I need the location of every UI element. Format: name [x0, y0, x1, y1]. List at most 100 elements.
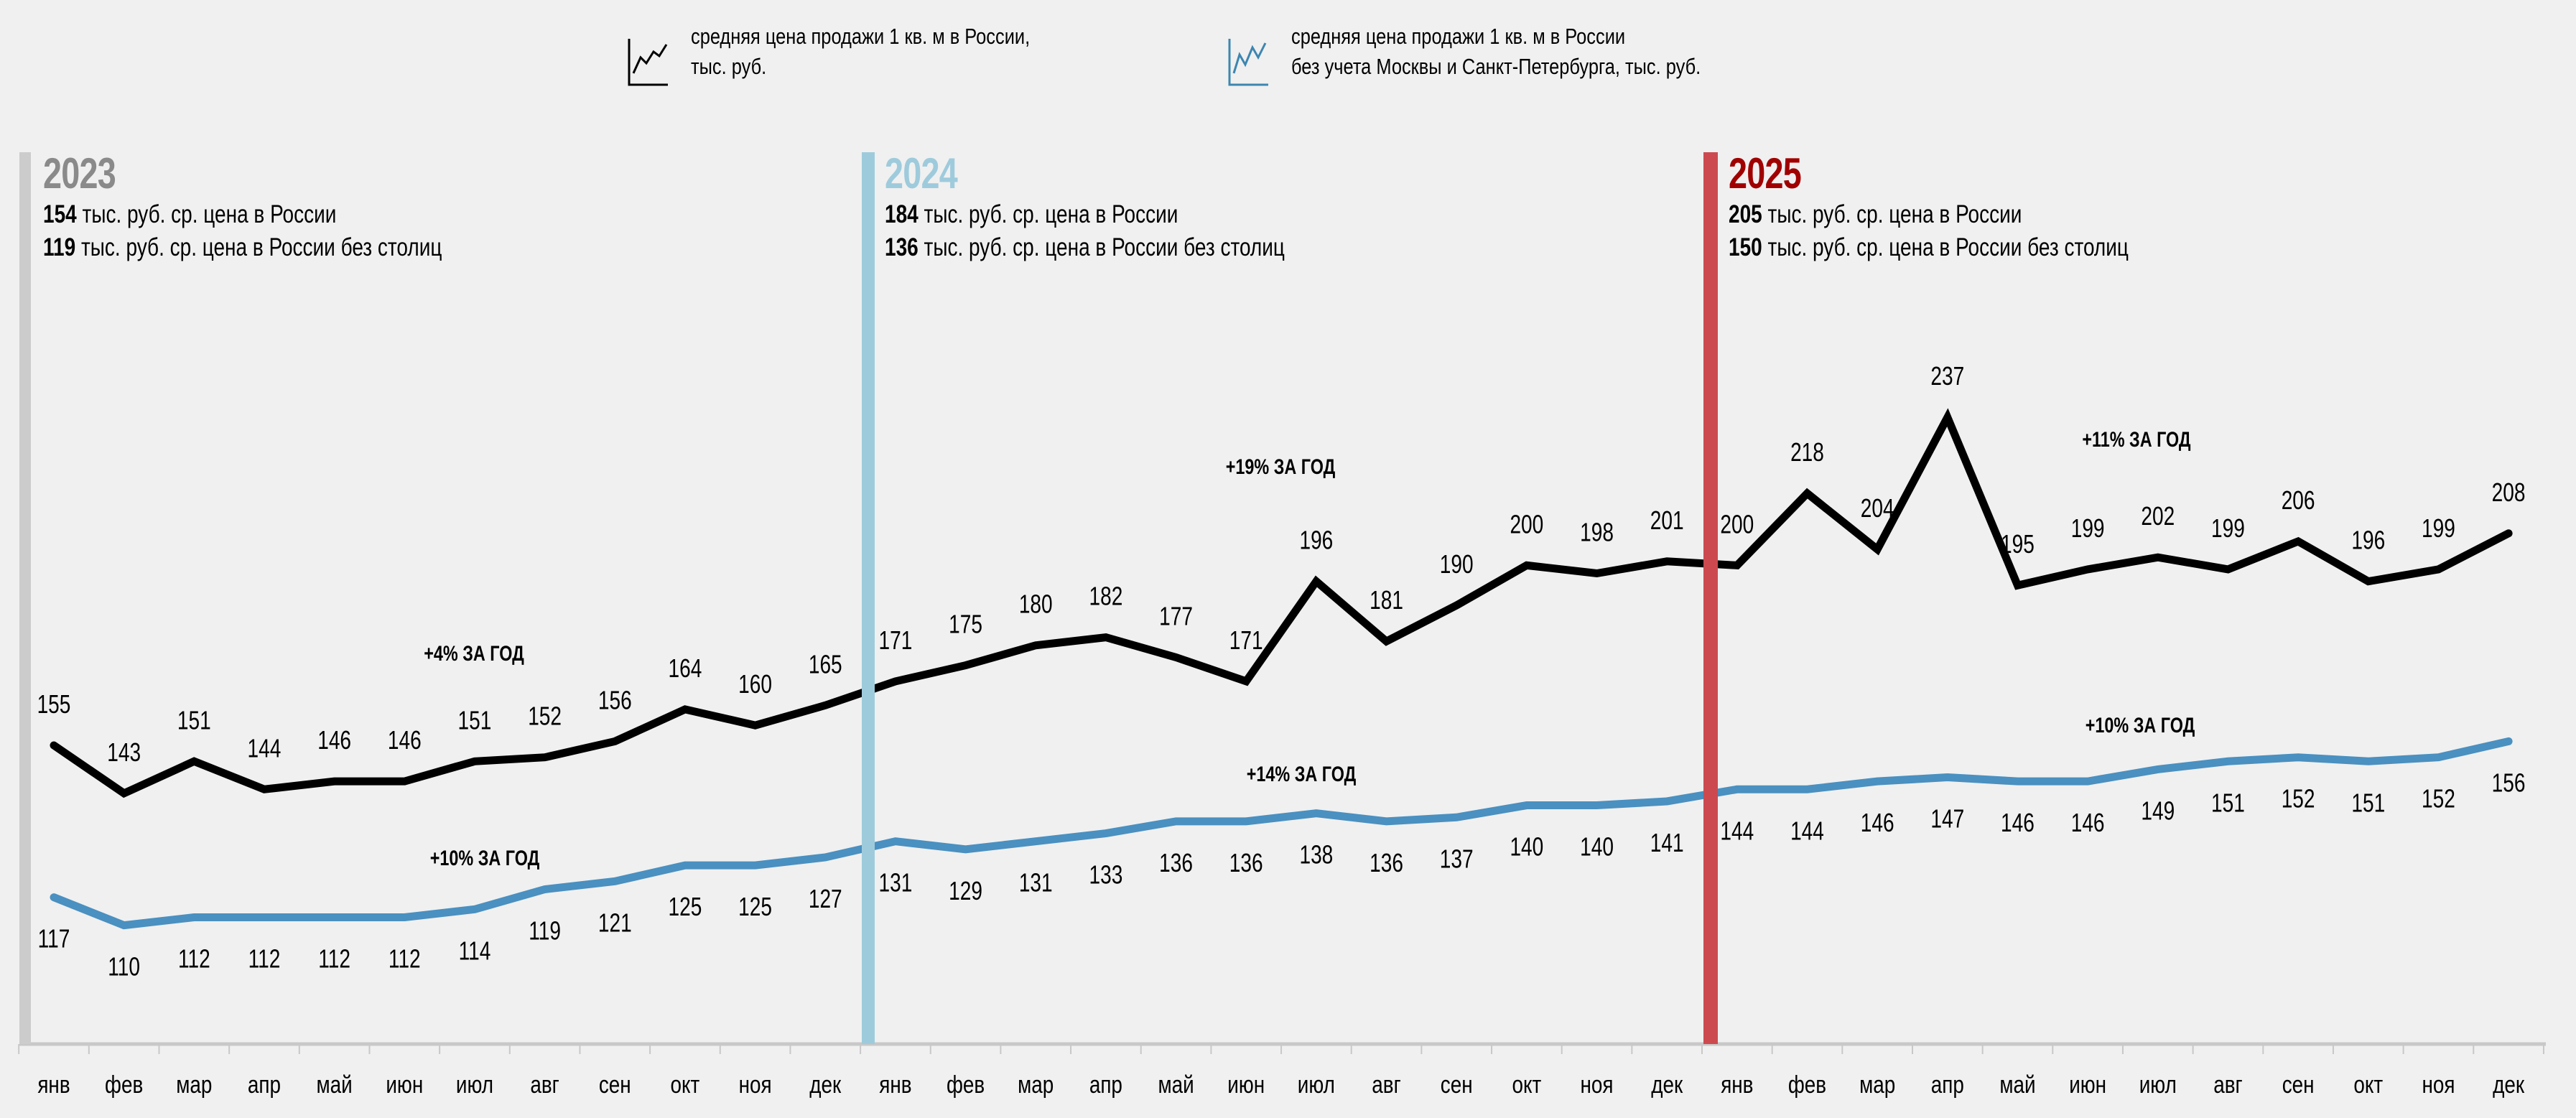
x-tick-label: окт	[1512, 1071, 1541, 1098]
data-label: 131	[1019, 868, 1053, 897]
data-label: 200	[1720, 510, 1754, 539]
x-tick-label: июн	[1227, 1071, 1265, 1098]
year-summary-2024: 2024 184 тыс. руб. ср. цена в России 136…	[885, 149, 1385, 264]
data-label: 156	[2492, 768, 2526, 797]
data-label: 112	[389, 944, 421, 973]
data-label: 199	[2211, 514, 2245, 543]
data-label: 165	[809, 650, 842, 679]
avg-value: 150	[1729, 233, 1762, 261]
data-label: 206	[2282, 486, 2315, 515]
data-label: 146	[388, 726, 422, 755]
growth-annotation: +19% ЗА ГОД	[1226, 455, 1336, 478]
avg-caption: тыс. руб. ср. цена в России без столиц	[75, 233, 442, 261]
x-tick-label: апр	[248, 1071, 281, 1098]
data-label: 146	[317, 726, 351, 755]
line-chart-icon	[1228, 39, 1268, 86]
data-label: 218	[1790, 438, 1824, 467]
avg-caption: тыс. руб. ср. цена в России	[918, 200, 1178, 228]
data-label: 202	[2141, 502, 2175, 531]
x-tick-label: дек	[1651, 1071, 1683, 1098]
data-label: 180	[1019, 590, 1053, 618]
growth-annotation: +4% ЗА ГОД	[424, 641, 524, 665]
x-tick-label: окт	[671, 1071, 700, 1098]
avg-price-no-capitals: 119 тыс. руб. ср. цена в России без стол…	[43, 231, 442, 264]
x-tick-label: янв	[37, 1071, 70, 1098]
year-divider-2024	[862, 152, 875, 1044]
data-label: 133	[1089, 860, 1122, 889]
x-tick-label: янв	[1721, 1071, 1753, 1098]
data-label: 199	[2071, 514, 2105, 543]
data-label: 146	[2001, 809, 2035, 837]
x-tick-label: мар	[176, 1071, 212, 1098]
data-label: 125	[669, 893, 702, 921]
data-label: 112	[318, 944, 350, 973]
data-label: 201	[1650, 506, 1684, 534]
x-tick-label: окт	[2353, 1071, 2383, 1098]
data-label: 190	[1440, 550, 1474, 579]
data-label: 147	[1930, 804, 1964, 833]
data-label: 131	[879, 868, 913, 897]
growth-annotation: +11% ЗА ГОД	[2082, 427, 2190, 451]
avg-caption: тыс. руб. ср. цена в России без столиц	[1762, 233, 2129, 261]
year-summary-2025: 2025 205 тыс. руб. ср. цена в России 150…	[1729, 149, 2228, 264]
data-label: 138	[1299, 840, 1333, 869]
data-label: 196	[1299, 526, 1333, 554]
data-label: 155	[37, 690, 71, 719]
data-label: 200	[1510, 510, 1543, 539]
legend-label-line2: без учета Москвы и Санкт-Петербурга, тыс…	[1291, 54, 1701, 79]
x-tick-label: янв	[879, 1071, 911, 1098]
avg-caption: тыс. руб. ср. цена в России	[76, 200, 337, 228]
line-chart-icon	[628, 39, 668, 86]
data-label: 146	[2071, 809, 2105, 837]
x-tick-label: июн	[2069, 1071, 2106, 1098]
year-title: 2023	[43, 149, 116, 197]
data-label: 136	[1370, 848, 1403, 877]
data-label: 129	[949, 876, 982, 905]
avg-price-russia: 154 тыс. руб. ср. цена в России	[43, 198, 442, 231]
x-tick-label: дек	[809, 1071, 841, 1098]
x-tick-label: май	[317, 1071, 353, 1098]
x-tick-label: мар	[1859, 1071, 1895, 1098]
avg-caption: тыс. руб. ср. цена в России без столиц	[918, 233, 1285, 261]
data-label: 151	[2211, 788, 2245, 817]
x-tick-label: май	[1999, 1071, 2035, 1098]
data-label: 110	[108, 952, 140, 981]
data-label: 146	[1861, 809, 1894, 837]
series-line-no-capitals	[50, 737, 2513, 930]
data-label: 112	[248, 944, 281, 973]
x-tick-label: май	[1158, 1071, 1194, 1098]
legend-label: средняя цена продажи 1 кв. м в России, т…	[691, 22, 1030, 82]
year-title: 2024	[885, 149, 958, 197]
data-label: 171	[879, 626, 913, 655]
data-label: 182	[1089, 582, 1122, 610]
avg-value: 136	[885, 233, 919, 261]
data-label: 198	[1580, 518, 1614, 546]
data-label: 152	[2422, 784, 2455, 813]
data-label: 237	[1930, 362, 1964, 391]
data-label: 177	[1159, 602, 1193, 630]
x-tick-label: мар	[1018, 1071, 1054, 1098]
data-label: 125	[738, 893, 772, 921]
data-label: 175	[949, 610, 982, 638]
data-label: 136	[1229, 848, 1263, 877]
data-label: 171	[1229, 626, 1263, 655]
avg-price-russia: 184 тыс. руб. ср. цена в России	[885, 198, 1285, 231]
data-label: 140	[1510, 832, 1543, 861]
x-tick-label: авг	[530, 1071, 559, 1098]
x-tick-label: авг	[2213, 1071, 2242, 1098]
data-label: 127	[809, 885, 842, 913]
x-tick-label: фев	[1788, 1071, 1826, 1098]
x-tick-label: июл	[456, 1071, 493, 1098]
x-tick-label: июн	[386, 1071, 423, 1098]
data-label: 195	[2001, 530, 2035, 559]
legend-item-russia: средняя цена продажи 1 кв. м в России, т…	[626, 22, 1105, 88]
year-summary-2023: 2023 154 тыс. руб. ср. цена в России 119…	[43, 149, 541, 264]
growth-annotation: +10% ЗА ГОД	[430, 846, 540, 870]
series-line-russia	[50, 408, 2513, 798]
data-label: 141	[1650, 829, 1684, 857]
x-tick-label: сен	[2282, 1071, 2315, 1098]
data-label: 152	[528, 702, 562, 730]
avg-price-no-capitals: 150 тыс. руб. ср. цена в России без стол…	[1729, 231, 2129, 264]
x-tick-label: фев	[947, 1071, 985, 1098]
x-tick-label: фев	[105, 1071, 143, 1098]
